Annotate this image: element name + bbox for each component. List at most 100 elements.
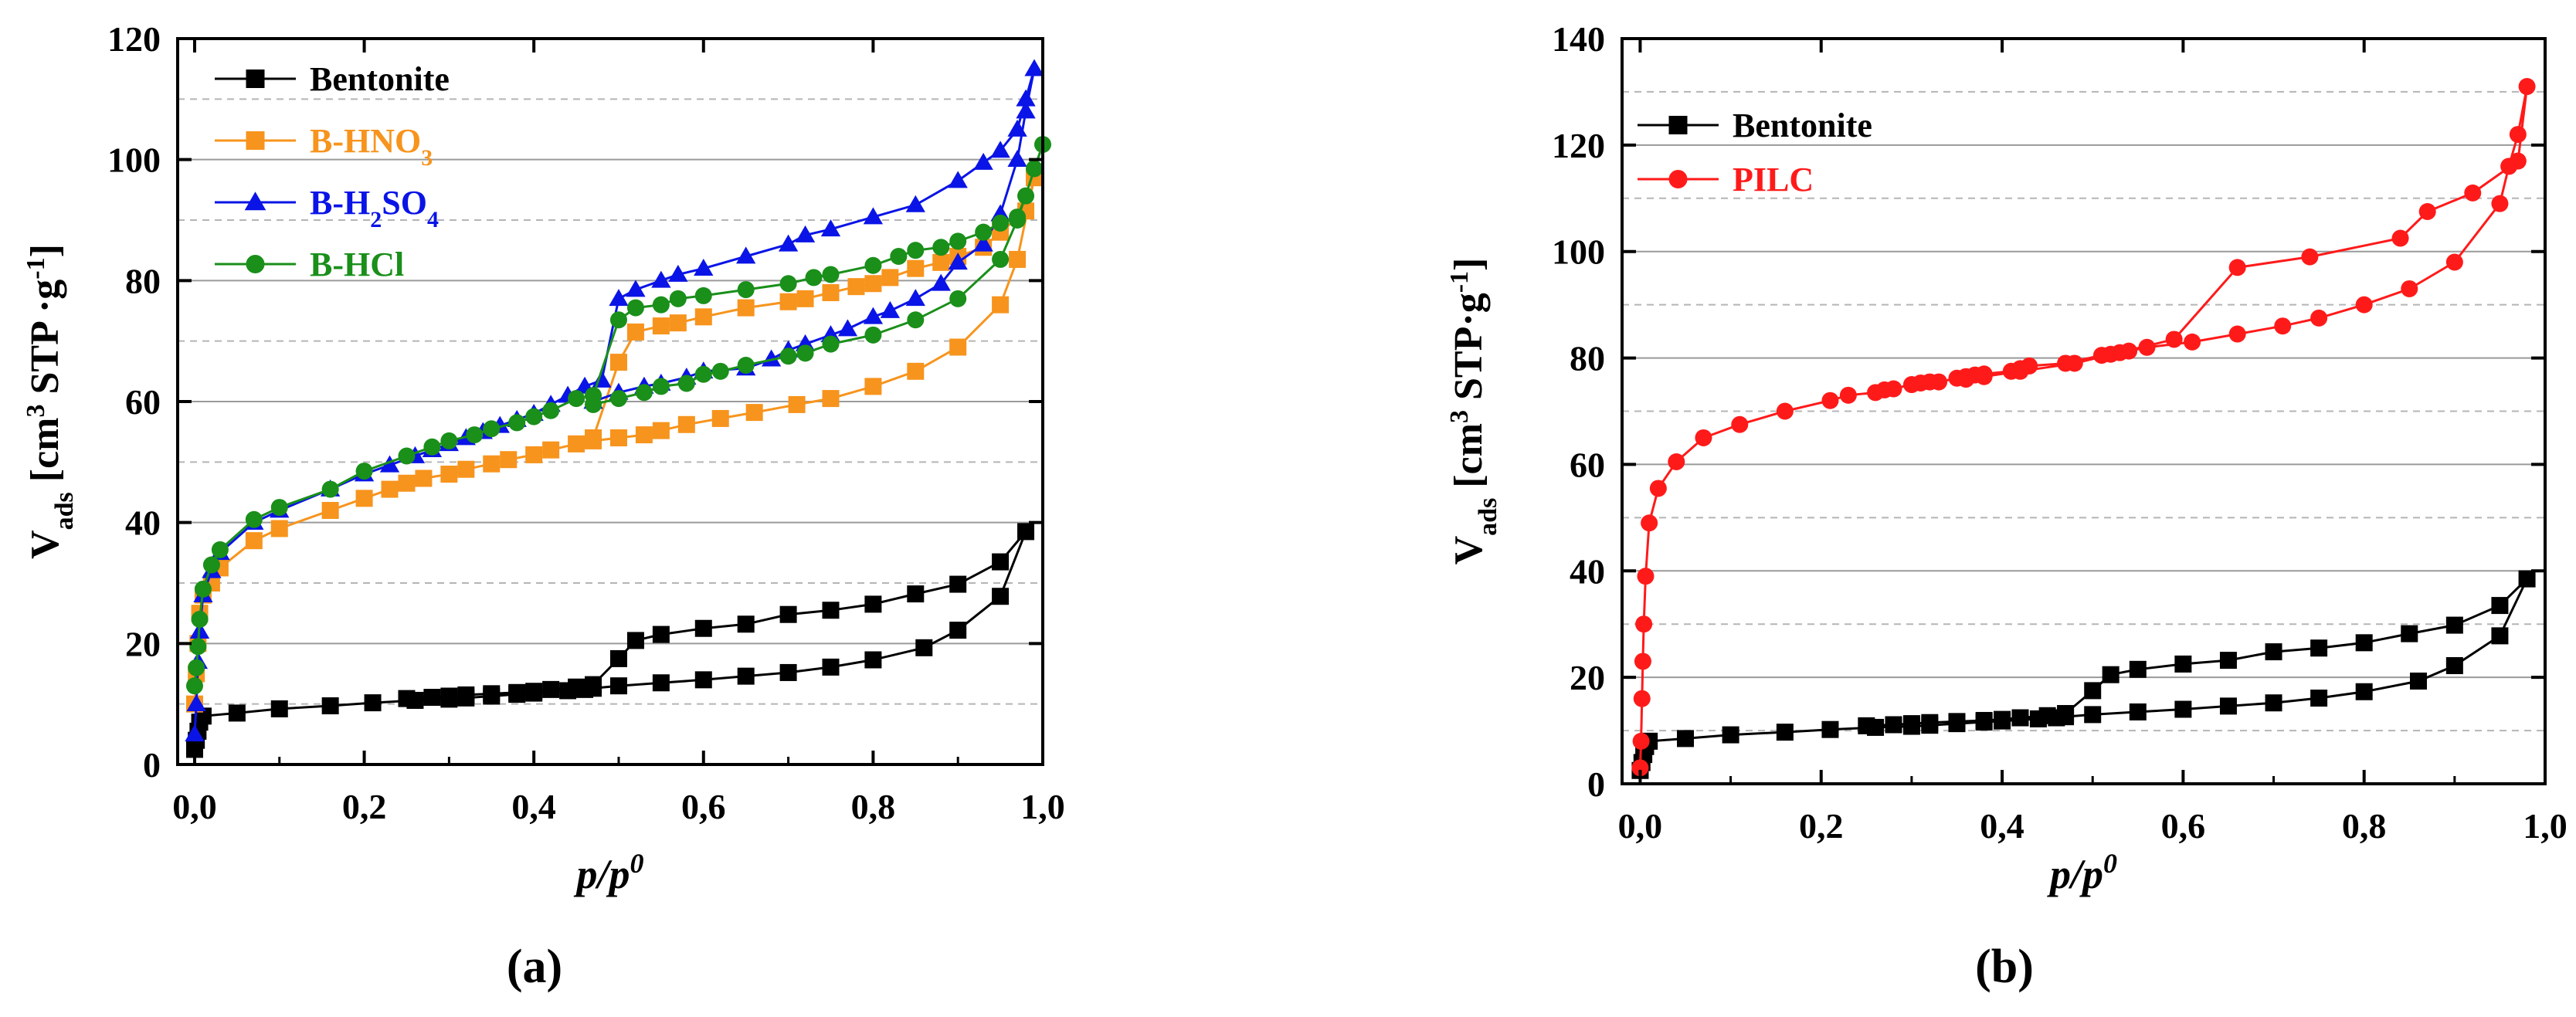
data-point-B-HNO3 xyxy=(542,441,560,459)
legend-marker xyxy=(246,131,265,150)
data-point-B-H2SO4 xyxy=(694,259,714,276)
data-point-B-HNO3 xyxy=(669,314,687,332)
data-point-PILC xyxy=(2138,338,2156,356)
data-point-Bentonite xyxy=(2310,690,2328,707)
data-point-B-HNO3 xyxy=(355,490,373,507)
data-point-PILC xyxy=(2391,229,2409,247)
data-point-PILC xyxy=(1631,759,1649,777)
data-point-Bentonite xyxy=(992,553,1010,571)
data-point-B-HNO3 xyxy=(796,290,814,307)
x-tick-label: 0,4 xyxy=(511,787,556,826)
data-point-Bentonite xyxy=(1885,716,1902,734)
data-point-B-HCl xyxy=(185,677,203,695)
data-point-B-H2SO4 xyxy=(761,349,782,367)
data-point-B-H2SO4 xyxy=(379,455,400,473)
data-point-Bentonite xyxy=(1902,715,1920,733)
data-point-B-HNO3 xyxy=(635,426,653,444)
data-point-B-HNO3 xyxy=(457,460,475,478)
data-point-Bentonite xyxy=(2038,707,2056,724)
data-point-B-HNO3 xyxy=(864,275,882,293)
y-tick-label: 60 xyxy=(125,382,161,422)
data-point-B-HCl xyxy=(652,378,670,395)
data-point-PILC xyxy=(1641,514,1658,532)
y-tick-label: 80 xyxy=(1570,339,1605,378)
x-tick-label: 0,0 xyxy=(1618,806,1663,846)
data-point-B-HCl xyxy=(1026,160,1044,178)
data-point-PILC xyxy=(2310,309,2328,327)
legend-label-Bentonite: Bentonite xyxy=(310,60,450,98)
y-tick-label: 140 xyxy=(1552,19,1605,59)
panel-b-legend: Bentonite PILC xyxy=(1638,107,1872,198)
data-point-B-HCl xyxy=(483,420,501,438)
legend-marker xyxy=(246,255,265,273)
data-point-Bentonite xyxy=(864,651,882,669)
y-tick-label: 0 xyxy=(143,745,161,785)
data-point-Bentonite xyxy=(1821,720,1839,738)
data-point-B-HCl xyxy=(822,266,840,283)
data-point-B-H2SO4 xyxy=(186,694,206,712)
data-point-Bentonite xyxy=(652,625,670,643)
data-point-B-HCl xyxy=(398,447,416,465)
x-tick-label: 0,8 xyxy=(851,787,896,826)
data-point-PILC xyxy=(2509,152,2527,170)
data-point-Bentonite xyxy=(2445,656,2463,674)
data-point-PILC xyxy=(1776,402,1794,420)
data-point-PILC xyxy=(1695,429,1712,446)
data-point-Bentonite xyxy=(779,605,797,623)
data-point-B-HCl xyxy=(1017,187,1035,205)
data-point-PILC xyxy=(1885,380,1902,398)
data-point-B-HCl xyxy=(270,499,288,517)
y-tick-label: 120 xyxy=(107,19,161,59)
data-point-Bentonite xyxy=(1921,714,1939,731)
data-point-Bentonite xyxy=(2084,706,2102,724)
data-point-PILC xyxy=(1975,368,1993,385)
data-point-Bentonite xyxy=(2129,703,2147,720)
data-point-Bentonite xyxy=(440,687,458,705)
data-point-B-HNO3 xyxy=(907,259,925,277)
data-point-B-HCl xyxy=(907,242,925,259)
data-point-B-HNO3 xyxy=(398,474,416,492)
data-point-B-H2SO4 xyxy=(905,195,925,212)
panel-b-label: (b) xyxy=(1975,941,2034,993)
data-point-B-HCl xyxy=(992,214,1010,232)
data-point-Bentonite xyxy=(2102,666,2120,683)
legend-marker xyxy=(1668,116,1688,134)
data-point-PILC xyxy=(2184,333,2201,351)
data-point-Bentonite xyxy=(2011,709,2029,727)
x-tick-label: 0,2 xyxy=(1799,806,1844,846)
data-point-B-HCl xyxy=(609,390,627,408)
data-point-Bentonite xyxy=(609,649,627,667)
data-point-Bentonite xyxy=(2491,597,2509,615)
data-point-Bentonite xyxy=(457,686,475,703)
data-point-Bentonite xyxy=(364,694,382,712)
data-point-B-HNO3 xyxy=(626,323,644,341)
x-tick-label: 0,8 xyxy=(2342,806,2387,846)
data-point-Bentonite xyxy=(907,585,925,603)
data-point-B-HCl xyxy=(211,541,229,558)
data-point-B-HNO3 xyxy=(381,480,399,498)
data-point-Bentonite xyxy=(992,588,1010,605)
data-point-Bentonite xyxy=(2310,639,2328,657)
data-point-PILC xyxy=(1930,373,1948,391)
data-point-Bentonite xyxy=(2057,705,2075,723)
data-point-Bentonite xyxy=(609,677,627,695)
data-point-PILC xyxy=(2401,280,2418,297)
data-point-B-HCl xyxy=(626,299,644,317)
data-point-B-H2SO4 xyxy=(1016,101,1036,119)
data-point-B-H2SO4 xyxy=(863,307,884,324)
data-point-B-H2SO4 xyxy=(626,280,646,297)
data-point-Bentonite xyxy=(2265,694,2282,712)
data-point-B-HCl xyxy=(1009,212,1027,229)
data-point-PILC xyxy=(2355,296,2373,314)
panel-a-y-axis-title: Vads [cm3 STP ·g-1] xyxy=(22,244,79,559)
data-point-B-HNO3 xyxy=(932,253,950,271)
data-point-B-HCl xyxy=(779,347,797,365)
data-point-B-HCl xyxy=(194,580,212,598)
data-point-Bentonite xyxy=(483,685,501,703)
data-point-B-HCl xyxy=(822,335,840,353)
data-point-B-HNO3 xyxy=(415,470,433,487)
data-point-B-HCl xyxy=(737,357,755,374)
data-point-B-HNO3 xyxy=(737,299,755,317)
data-point-B-H2SO4 xyxy=(863,207,884,225)
data-point-Bentonite xyxy=(626,632,644,649)
